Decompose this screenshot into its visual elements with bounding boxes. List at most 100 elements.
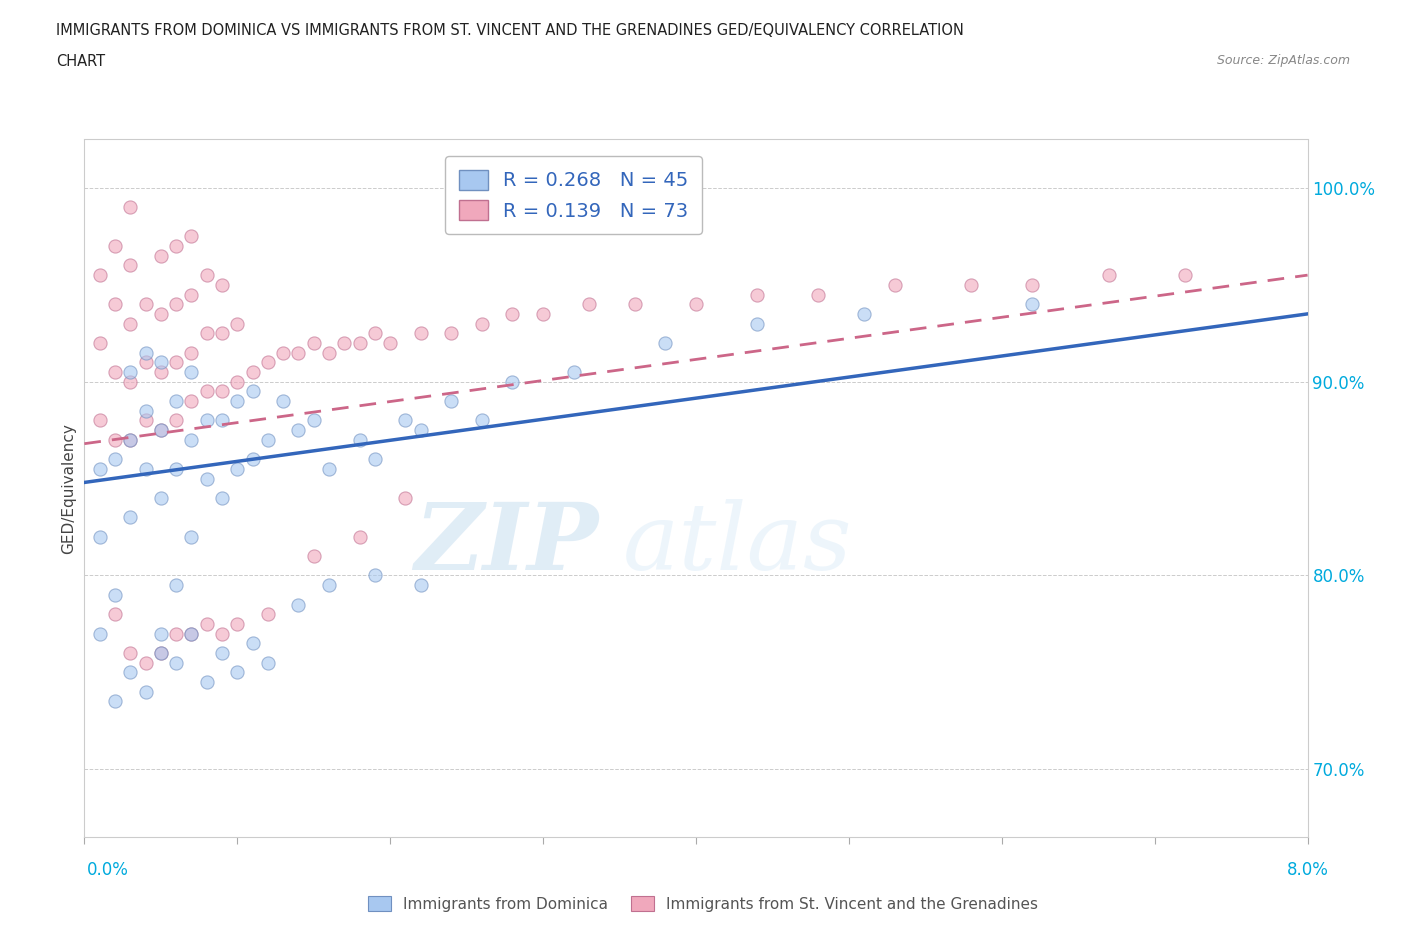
- Point: [1021, 297, 1043, 312]
- Point: [104, 452, 127, 467]
- Point: [195, 326, 218, 340]
- Point: [165, 461, 187, 476]
- Point: [226, 393, 249, 408]
- Point: [440, 326, 463, 340]
- Legend: R = 0.268   N = 45, R = 0.139   N = 73: R = 0.268 N = 45, R = 0.139 N = 73: [446, 156, 702, 234]
- Point: [471, 316, 494, 331]
- Point: [165, 578, 187, 592]
- Point: [349, 529, 371, 544]
- Y-axis label: GED/Equivalency: GED/Equivalency: [60, 423, 76, 553]
- Point: [104, 606, 127, 621]
- Point: [104, 588, 127, 603]
- Point: [149, 490, 172, 505]
- Point: [807, 287, 830, 302]
- Point: [211, 626, 233, 641]
- Point: [211, 413, 233, 428]
- Text: 0.0%: 0.0%: [87, 860, 129, 879]
- Point: [242, 452, 264, 467]
- Point: [1021, 277, 1043, 292]
- Text: ZIP: ZIP: [413, 499, 598, 589]
- Point: [318, 578, 340, 592]
- Text: Source: ZipAtlas.com: Source: ZipAtlas.com: [1216, 54, 1350, 67]
- Point: [271, 393, 294, 408]
- Point: [149, 355, 172, 370]
- Point: [501, 306, 523, 321]
- Point: [211, 490, 233, 505]
- Point: [135, 461, 157, 476]
- Point: [364, 568, 387, 583]
- Point: [883, 277, 905, 292]
- Point: [211, 384, 233, 399]
- Point: [180, 287, 202, 302]
- Point: [180, 229, 202, 244]
- Text: CHART: CHART: [56, 54, 105, 69]
- Point: [89, 413, 111, 428]
- Text: IMMIGRANTS FROM DOMINICA VS IMMIGRANTS FROM ST. VINCENT AND THE GRENADINES GED/E: IMMIGRANTS FROM DOMINICA VS IMMIGRANTS F…: [56, 23, 965, 38]
- Text: 8.0%: 8.0%: [1286, 860, 1329, 879]
- Point: [195, 674, 218, 689]
- Point: [471, 413, 494, 428]
- Point: [149, 626, 172, 641]
- Point: [380, 336, 402, 351]
- Point: [226, 617, 249, 631]
- Point: [409, 422, 432, 437]
- Point: [853, 306, 876, 321]
- Point: [89, 268, 111, 283]
- Point: [302, 413, 325, 428]
- Point: [165, 413, 187, 428]
- Point: [394, 490, 416, 505]
- Point: [226, 374, 249, 389]
- Point: [165, 355, 187, 370]
- Point: [745, 316, 768, 331]
- Point: [318, 461, 340, 476]
- Point: [135, 297, 157, 312]
- Point: [409, 326, 432, 340]
- Point: [257, 432, 280, 447]
- Point: [165, 297, 187, 312]
- Point: [104, 365, 127, 379]
- Point: [120, 258, 142, 272]
- Point: [165, 239, 187, 254]
- Point: [104, 432, 127, 447]
- Point: [180, 432, 202, 447]
- Point: [440, 393, 463, 408]
- Point: [195, 413, 218, 428]
- Point: [302, 549, 325, 564]
- Point: [104, 694, 127, 709]
- Point: [685, 297, 707, 312]
- Point: [135, 684, 157, 699]
- Point: [149, 365, 172, 379]
- Point: [104, 239, 127, 254]
- Point: [120, 365, 142, 379]
- Point: [242, 384, 264, 399]
- Point: [271, 345, 294, 360]
- Point: [211, 645, 233, 660]
- Legend: Immigrants from Dominica, Immigrants from St. Vincent and the Grenadines: Immigrants from Dominica, Immigrants fro…: [361, 890, 1045, 918]
- Point: [195, 472, 218, 486]
- Point: [120, 665, 142, 680]
- Point: [89, 461, 111, 476]
- Point: [226, 665, 249, 680]
- Point: [195, 617, 218, 631]
- Point: [165, 656, 187, 671]
- Point: [120, 374, 142, 389]
- Point: [409, 578, 432, 592]
- Point: [180, 365, 202, 379]
- Point: [654, 336, 676, 351]
- Point: [149, 422, 172, 437]
- Point: [120, 200, 142, 215]
- Point: [226, 461, 249, 476]
- Point: [180, 345, 202, 360]
- Point: [960, 277, 983, 292]
- Point: [120, 510, 142, 525]
- Point: [302, 336, 325, 351]
- Point: [89, 336, 111, 351]
- Point: [287, 597, 309, 612]
- Point: [531, 306, 554, 321]
- Point: [242, 365, 264, 379]
- Point: [318, 345, 340, 360]
- Point: [149, 306, 172, 321]
- Point: [135, 413, 157, 428]
- Point: [501, 374, 523, 389]
- Point: [1098, 268, 1121, 283]
